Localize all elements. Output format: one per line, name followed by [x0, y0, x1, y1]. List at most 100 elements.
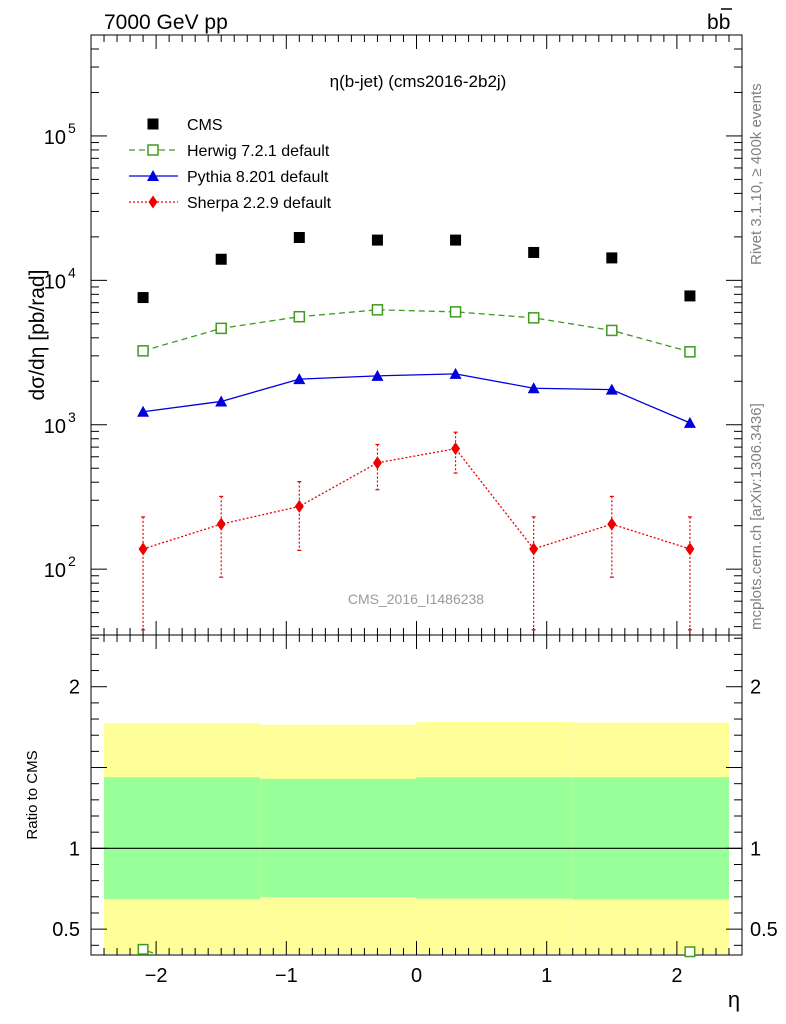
series-line	[142, 447, 691, 550]
data-point	[449, 367, 462, 379]
total-uncertainty-band-lower	[416, 898, 573, 954]
y-tick-label-right: 1	[750, 838, 761, 860]
data-point	[372, 456, 382, 470]
data-point	[451, 442, 461, 456]
stat-uncertainty-band	[416, 777, 573, 899]
legend-marker	[147, 144, 159, 156]
data-point	[215, 253, 227, 265]
data-point	[215, 395, 228, 407]
legend-label: Sherpa 2.2.9 default	[187, 195, 332, 212]
x-tick-label: −1	[275, 965, 298, 987]
x-axis-label: η	[728, 987, 740, 1012]
total-uncertainty-band-lower	[260, 897, 417, 954]
y-tick-label-exponent: 4	[68, 264, 76, 280]
data-point	[606, 252, 618, 264]
data-point	[371, 234, 383, 246]
svg-text:bb: bb	[707, 11, 730, 34]
data-point	[529, 542, 539, 556]
ratio-bands	[104, 721, 729, 954]
series-line	[142, 309, 691, 353]
data-point	[450, 234, 462, 246]
data-point	[216, 517, 226, 531]
data-point	[293, 232, 305, 244]
ratio-frame	[90, 634, 743, 956]
data-point	[137, 292, 149, 304]
y-tick-label: 10	[44, 127, 66, 149]
x-tick-label: 2	[671, 965, 682, 987]
data-point	[137, 405, 150, 417]
x-tick-labels: −2 −1 0 1 2	[145, 965, 683, 987]
y-tick-label-exponent: 2	[68, 553, 76, 569]
data-point	[527, 312, 540, 324]
series-cms	[137, 232, 696, 304]
y-tick-label: 10	[44, 416, 66, 438]
stat-uncertainty-band	[104, 777, 261, 900]
total-uncertainty-band-lower	[104, 899, 261, 954]
y-tick-label: 1	[69, 838, 80, 860]
y-tick-label: 10	[44, 560, 66, 582]
series-herwig	[137, 304, 696, 358]
y-tick-label-exponent: 5	[68, 120, 76, 136]
data-point	[527, 382, 540, 394]
data-point	[605, 383, 618, 395]
legend-label: Pythia 8.201 default	[187, 169, 329, 186]
main-panel: CMS_2016_I1486238 η(b-jet) (cms2016-2b2j…	[26, 34, 743, 636]
y-tick-label-right: 0.5	[750, 919, 778, 941]
data-point	[294, 499, 304, 513]
data-point	[293, 310, 306, 323]
data-point	[607, 517, 617, 531]
legend-marker	[148, 195, 158, 209]
x-tick-label: 0	[411, 965, 422, 987]
data-point	[293, 373, 306, 385]
legend-entry: CMS	[147, 117, 223, 134]
legend-marker	[147, 170, 159, 181]
process-label-base: b	[707, 11, 719, 34]
x-tick-label: −2	[145, 965, 168, 987]
stat-uncertainty-band	[260, 778, 417, 898]
rivet-label: Rivet 3.1.10, ≥ 400k events	[748, 83, 765, 265]
series-sherpa	[138, 431, 695, 631]
ratio-y-tick-labels: 0.5 0.5 1 1 2 2	[52, 677, 778, 941]
data-point	[684, 346, 696, 358]
y-tick-label: 10	[44, 271, 66, 293]
analysis-watermark: CMS_2016_I1486238	[348, 591, 484, 607]
x-tick-label: 1	[541, 965, 552, 987]
data-point	[137, 345, 149, 357]
data-point	[606, 324, 618, 337]
data-point	[138, 542, 148, 556]
data-point	[685, 542, 695, 556]
data-point	[684, 290, 696, 302]
stat-uncertainty-band	[572, 777, 729, 900]
process-label-bar: b	[719, 11, 731, 34]
ratio-panel: Ratio to CMS 0.5 0.5 1 1 2 2 −2 −1 0 1 2 η	[24, 634, 778, 1012]
data-point	[683, 416, 696, 428]
legend-marker	[147, 118, 159, 130]
plot-title: η(b-jet) (cms2016-2b2j)	[330, 72, 507, 91]
total-uncertainty-band-lower	[572, 899, 729, 954]
data-point	[449, 306, 462, 318]
legend: CMS Herwig 7.2.1 default Pythia 8.201 defa…	[129, 117, 332, 212]
legend-label: CMS	[187, 117, 223, 134]
ratio-point	[684, 946, 696, 958]
series-line	[142, 373, 691, 424]
ratio-point	[137, 943, 149, 955]
mcplots-label: mcplots.cern.ch [arXiv:1306.3436]	[748, 403, 765, 630]
process-label: bb	[707, 8, 732, 34]
y-tick-label-exponent: 3	[68, 409, 76, 425]
series-layer	[137, 232, 696, 631]
ratio-points	[137, 943, 696, 958]
y-tick-label: 0.5	[52, 919, 80, 941]
ratio-y-axis-label: Ratio to CMS	[24, 750, 41, 839]
legend-entry: Pythia 8.201 default	[129, 169, 329, 186]
collision-label: 7000 GeV pp	[104, 11, 228, 34]
series-pythia	[137, 367, 696, 428]
legend-entry: Herwig 7.2.1 default	[129, 143, 330, 160]
data-point	[371, 304, 384, 316]
y-tick-label-right: 2	[750, 677, 761, 699]
legend-entry: Sherpa 2.2.9 default	[129, 195, 332, 212]
data-point	[371, 369, 384, 381]
y-tick-label: 2	[69, 677, 80, 699]
main-y-axis-label: dσ/dη [pb/rad]	[26, 270, 49, 401]
